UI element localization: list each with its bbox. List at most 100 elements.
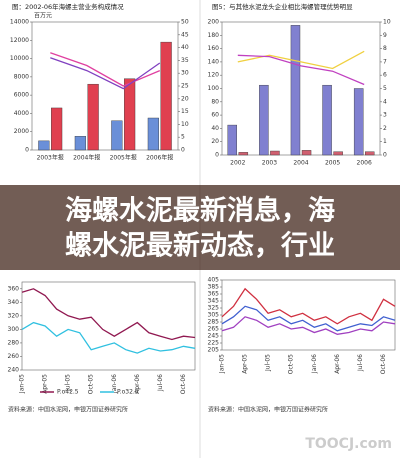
y-tick-label: 405	[208, 277, 220, 284]
x-tick-label: 2006年报	[146, 154, 173, 162]
legend-label: P.o42.5	[57, 389, 79, 396]
y-tick-label: 180	[208, 32, 220, 39]
x-tick-label: 2006	[357, 160, 372, 167]
line-series	[221, 316, 396, 335]
x-tick-label: Oct-06	[380, 354, 387, 374]
y2-tick-label: 25	[181, 83, 189, 90]
y2-tick-label: 30	[181, 70, 189, 77]
y2-tick-label: 40	[181, 44, 189, 51]
headline-line: 螺水泥最新动态，行业	[65, 230, 335, 262]
y-tick-label: 365	[208, 291, 220, 298]
charts: 图：2002-06年海螺主营业务构成情况百万元02000400060008000…	[8, 2, 396, 414]
bar	[290, 25, 301, 156]
y-tick-label: 14000	[10, 19, 29, 26]
y-tick-label: 2000	[14, 128, 29, 135]
y-tick-label: 40	[211, 125, 219, 132]
x-tick-label: Oct-05	[288, 354, 295, 374]
bar	[301, 150, 312, 156]
x-tick-label: Apr-06	[334, 354, 341, 374]
plot-area	[21, 281, 196, 371]
bar	[38, 140, 50, 151]
x-tick-label: 2004	[293, 160, 308, 167]
y2-tick-label: 5	[383, 85, 387, 92]
x-tick-label: Jul-06	[157, 374, 164, 392]
y-tick-label: 305	[208, 312, 220, 319]
x-tick-label: Jul-05	[265, 354, 272, 372]
x-tick-label: Jan-05	[19, 374, 26, 394]
bar	[259, 84, 269, 156]
chart-title: 图5：与其他水泥龙头企业相比海螺管理优势明显	[212, 2, 353, 11]
bar	[353, 88, 364, 156]
y2-tick-label: 7	[383, 58, 387, 65]
headline-band	[0, 185, 400, 270]
bar	[322, 84, 332, 156]
x-tick-label: Oct-05	[88, 374, 95, 394]
line-series	[237, 54, 365, 86]
y-tick-label: 205	[208, 347, 220, 354]
y2-tick-label: 20	[181, 95, 189, 102]
x-tick-label: Jan-05	[219, 354, 226, 374]
axis-unit: 百万元	[34, 13, 52, 20]
bar	[124, 78, 136, 151]
y-tick-label: 265	[208, 326, 220, 333]
y-tick-label: 10000	[10, 55, 29, 62]
y2-tick-label: 50	[181, 19, 189, 26]
bar	[333, 151, 343, 156]
legend-label: P.o32.5	[117, 389, 139, 396]
y-tick-label: 140	[208, 58, 220, 65]
chart-title: 图：2002-06年海螺主营业务构成情况	[12, 2, 124, 11]
y-tick-label: 260	[8, 353, 20, 360]
x-tick-label: Jul-05	[65, 374, 72, 392]
y-tick-label: 245	[208, 333, 220, 340]
y2-tick-label: 1	[383, 138, 387, 145]
x-tick-label: Apr-05	[42, 374, 49, 394]
y2-tick-label: 35	[181, 57, 189, 64]
y-tick-label: 160	[208, 45, 220, 52]
y2-tick-label: 2	[383, 125, 387, 132]
line-series	[50, 52, 161, 87]
y-tick-label: 12000	[10, 37, 29, 44]
y-tick-label: 280	[8, 339, 20, 346]
line-series	[221, 305, 396, 332]
y-tick-label: 100	[208, 85, 220, 92]
y2-tick-label: 6	[383, 72, 387, 79]
source: 资料来源：中国水泥网，申银万国证券研究所	[8, 406, 128, 414]
y2-tick-label: 10	[383, 19, 391, 26]
y-tick-label: 60	[211, 112, 219, 119]
bar	[87, 83, 99, 151]
y-tick-label: 325	[208, 305, 220, 312]
y-tick-label: 20	[211, 138, 219, 145]
y-tick-label: 80	[211, 98, 219, 105]
y-tick-label: 0	[215, 152, 219, 159]
y-tick-label: 385	[208, 284, 220, 291]
y2-tick-label: 0	[181, 147, 185, 154]
y-tick-label: 360	[8, 285, 20, 292]
x-tick-label: 2003	[262, 160, 277, 167]
line-series	[237, 50, 365, 70]
y2-tick-label: 3	[383, 112, 387, 119]
bar	[238, 152, 249, 156]
y2-tick-label: 10	[181, 121, 189, 128]
x-tick-label: 2003年报	[37, 154, 64, 162]
x-tick-label: Jul-06	[357, 354, 364, 372]
y2-tick-label: 9	[383, 32, 387, 39]
y-tick-label: 320	[8, 312, 20, 319]
x-tick-label: 2004年报	[73, 154, 100, 162]
y-tick-label: 340	[8, 299, 20, 306]
headline-line: 海螺水泥最新消息，海	[65, 195, 335, 227]
x-tick-label: 2002	[230, 160, 245, 167]
y-tick-label: 225	[208, 340, 220, 347]
y2-tick-label: 4	[383, 98, 387, 105]
watermark: TOOCJ.com	[305, 436, 392, 452]
bar	[227, 124, 238, 156]
y-tick-label: 4000	[14, 110, 29, 117]
bar	[365, 151, 375, 156]
y-tick-label: 300	[8, 326, 20, 333]
y2-tick-label: 8	[383, 45, 387, 52]
y-tick-label: 240	[8, 367, 20, 374]
y-tick-label: 345	[208, 298, 220, 305]
x-tick-label: Apr-06	[134, 374, 141, 394]
y2-tick-label: 45	[181, 31, 189, 38]
line-series	[221, 287, 396, 325]
